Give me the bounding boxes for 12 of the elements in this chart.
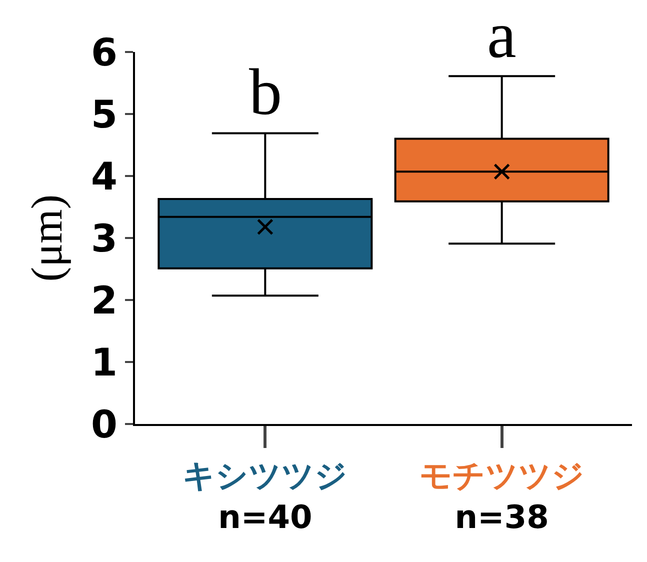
y-tick-label: 3	[90, 216, 118, 260]
y-tick-label: 2	[90, 278, 118, 322]
y-tick-label: 4	[90, 154, 118, 198]
y-tick-label: 6	[90, 30, 118, 74]
x-tick-label: モチツツジ n=38	[419, 456, 584, 536]
y-tick-label: 5	[90, 92, 118, 136]
x-tick-label: キシツツジ n=40	[182, 456, 348, 536]
y-tick-label: 1	[90, 340, 118, 384]
annotation: a	[487, 0, 516, 72]
y-axis-title: (μm)	[22, 194, 72, 282]
annotation: b	[249, 56, 282, 129]
y-tick-label: 0	[90, 402, 118, 446]
